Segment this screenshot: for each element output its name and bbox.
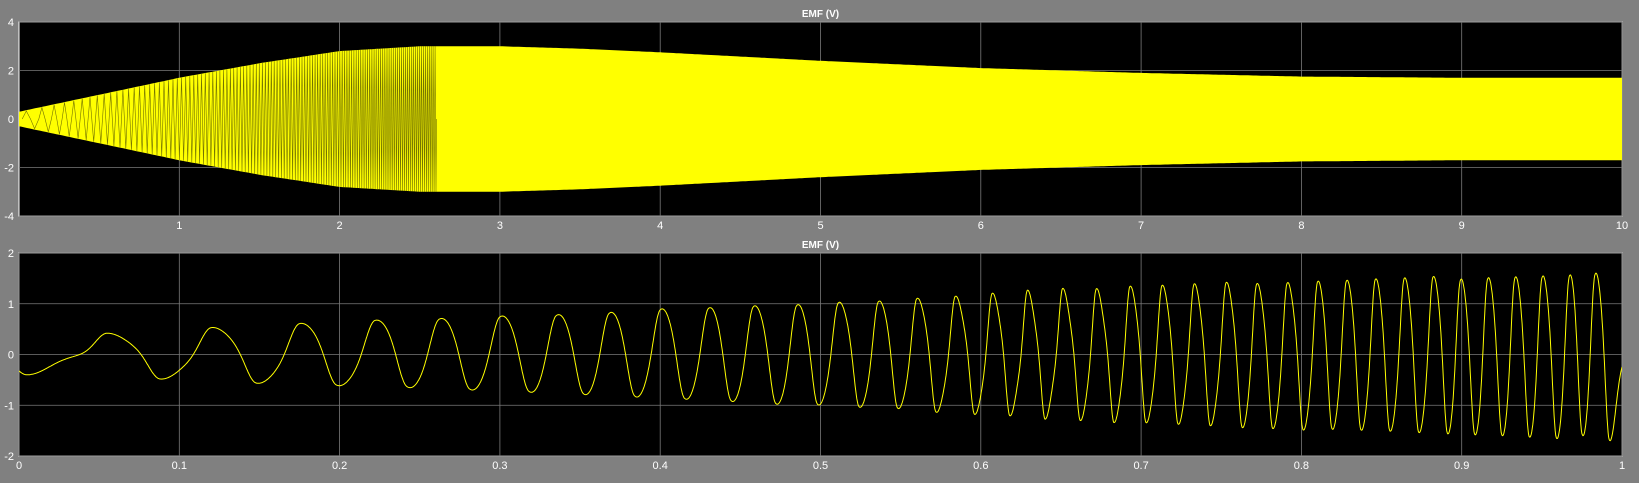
x-tick-label: 0.8 (1294, 460, 1309, 472)
emf-signal-cycles (21, 46, 437, 192)
y-tick-label: 4 (8, 17, 14, 29)
chart-title: EMF (V) (802, 9, 839, 20)
emf-axes-top: EMF (V) 1 2 3 4 5 6 7 8 9 10 -4 -2 0 2 4 (4, 9, 1628, 232)
x-tick-label: 6 (978, 220, 984, 232)
x-tick-label: 8 (1298, 220, 1304, 232)
y-tick-label: 2 (8, 66, 14, 78)
x-tick-label: 0 (16, 460, 22, 472)
x-tick-label: 3 (497, 220, 503, 232)
x-tick-label: 0.9 (1454, 460, 1469, 472)
y-tick-label: -4 (4, 211, 14, 223)
y-tick-label: 1 (8, 299, 14, 311)
y-tick-label: 2 (8, 248, 14, 260)
x-tick-label: 0.4 (653, 460, 668, 472)
y-tick-label: -2 (4, 163, 14, 175)
y-tick-label: 0 (8, 114, 14, 126)
emf-axes-bottom: EMF (V) 0 0.1 0.2 0.3 0.4 0.5 0.6 0.7 0.8 0.9 1 -2 -1… (4, 240, 1625, 472)
x-tick-label: 9 (1459, 220, 1465, 232)
x-tick-label: 7 (1138, 220, 1144, 232)
x-tick-label: 1 (176, 220, 182, 232)
x-tick-label: 10 (1616, 220, 1628, 232)
x-tick-label: 0.6 (973, 460, 988, 472)
x-tick-label: 0.7 (1133, 460, 1148, 472)
x-tick-label: 4 (657, 220, 663, 232)
x-tick-label: 5 (817, 220, 823, 232)
x-tick-label: 1 (1619, 460, 1625, 472)
y-tick-label: -1 (4, 400, 14, 412)
y-tick-label: -2 (4, 451, 14, 463)
x-tick-label: 2 (337, 220, 343, 232)
emf-signal-line (19, 272, 1622, 442)
x-tick-label: 0.2 (332, 460, 347, 472)
x-tick-label: 0.5 (813, 460, 828, 472)
y-tick-label: 0 (8, 350, 14, 362)
x-tick-label: 0.3 (492, 460, 507, 472)
x-tick-label: 0.1 (172, 460, 187, 472)
chart-title: EMF (V) (802, 240, 839, 251)
